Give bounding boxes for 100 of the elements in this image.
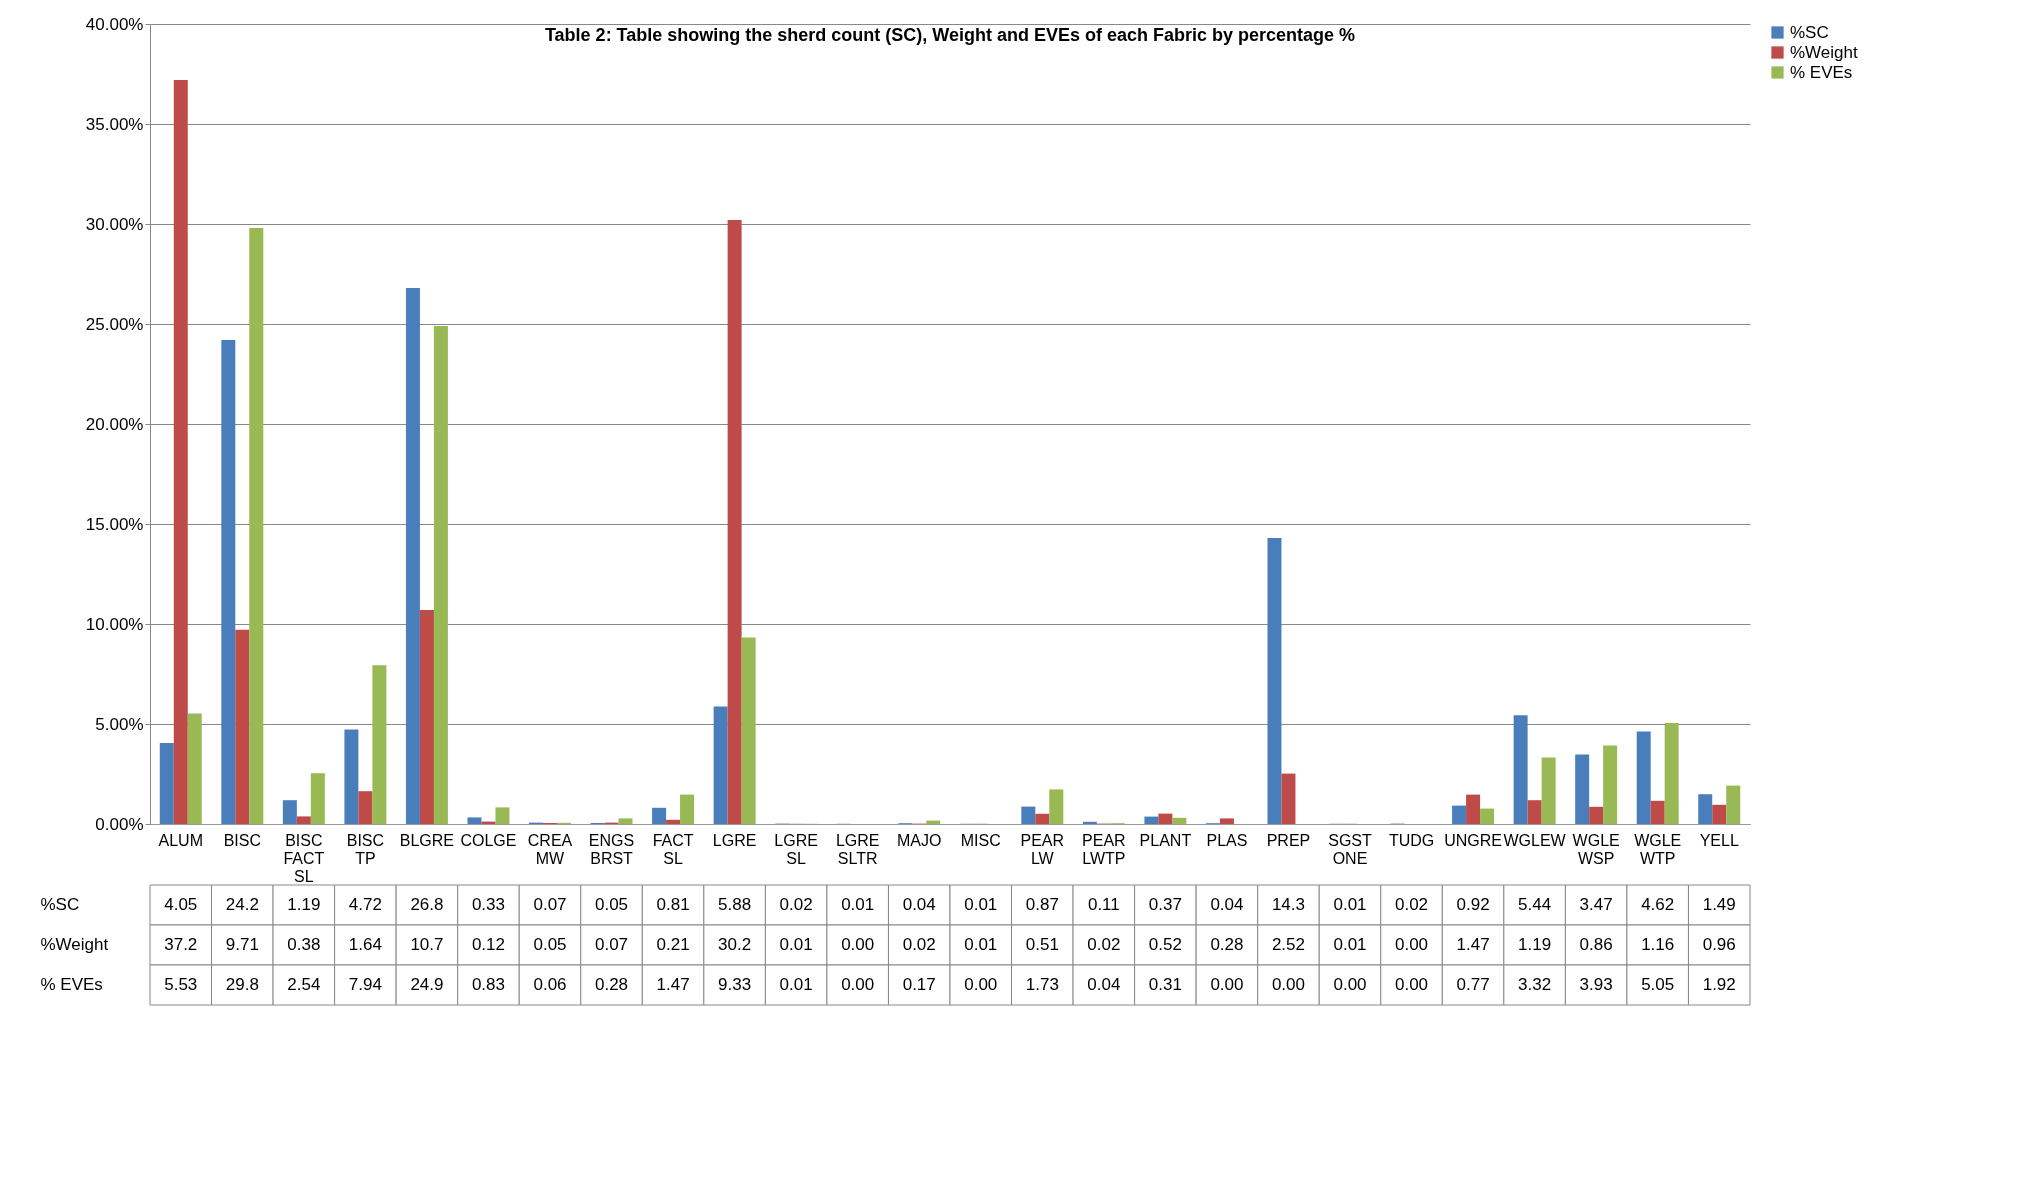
data-label: 3.93	[1579, 975, 1613, 994]
data-label: 0.06	[533, 975, 567, 994]
data-label: 0.33	[471, 895, 506, 914]
bar	[1527, 800, 1542, 824]
bar	[1636, 731, 1651, 824]
data-label: 9.33	[718, 975, 752, 994]
data-label: 5.05	[1641, 975, 1675, 994]
y-tick-label: 0.00%	[95, 814, 144, 834]
data-label: 26.8	[410, 895, 444, 914]
y-tick-label: 40.00%	[85, 14, 144, 34]
x-tick-label: BISC TP	[346, 831, 385, 867]
data-label: 0.01	[1333, 895, 1367, 914]
data-label: 30.2	[718, 935, 752, 954]
data-label: 0.87	[1025, 895, 1059, 914]
data-label: 0.02	[1087, 935, 1121, 954]
x-tick-label: TUDG	[1388, 831, 1435, 849]
data-label: 0.96	[1702, 935, 1736, 954]
chart-title: Table 2: Table showing the sherd count (SC), Weight and EVEs of each Fabric by percentage %	[544, 25, 1356, 45]
data-label: 0.00	[1333, 975, 1367, 994]
bar	[187, 713, 202, 824]
x-tick-label: FACT SL	[652, 831, 694, 867]
data-label: 0.31	[1148, 975, 1182, 994]
bar	[433, 326, 448, 824]
x-tick-label: MAJO	[897, 831, 942, 849]
y-tick-label: 25.00%	[85, 314, 144, 334]
data-label: 0.05	[594, 895, 629, 914]
bar	[372, 665, 387, 824]
data-label: 0.00	[1271, 975, 1306, 994]
data-label: 0.51	[1025, 935, 1059, 954]
text: %Weight	[40, 935, 109, 954]
bar	[1664, 723, 1679, 824]
data-label: 1.47	[656, 975, 690, 994]
bar	[741, 637, 756, 824]
y-tick-label: 20.00%	[85, 414, 144, 434]
data-label: 0.52	[1148, 935, 1182, 954]
data-label: 1.47	[1456, 935, 1490, 954]
data-label: 0.00	[841, 975, 875, 994]
bar	[467, 817, 482, 824]
data-label: 0.07	[533, 895, 567, 914]
x-tick-label: BLGRE	[399, 831, 455, 849]
bar	[1650, 800, 1665, 824]
bar	[1480, 808, 1495, 824]
bar	[1049, 789, 1064, 824]
data-label: 0.38	[287, 935, 321, 954]
data-label: 0.01	[841, 895, 875, 914]
bar	[344, 729, 359, 824]
data-label: 10.7	[410, 935, 444, 954]
data-label: 1.73	[1025, 975, 1059, 994]
data-label: 0.12	[471, 935, 506, 954]
data-label: 0.01	[964, 935, 998, 954]
data-label: 0.04	[1210, 895, 1244, 914]
data-label: 0.83	[471, 975, 506, 994]
x-tick-label: LGRE SLTR	[835, 831, 880, 867]
y-tick-label: 30.00%	[85, 214, 144, 234]
data-label: 0.92	[1456, 895, 1490, 914]
data-label: 1.19	[1518, 935, 1552, 954]
data-label: 0.07	[594, 935, 629, 954]
data-label: 0.01	[779, 975, 813, 994]
data-label: 0.21	[656, 935, 690, 954]
bar	[495, 807, 510, 824]
bar	[159, 743, 174, 824]
bar	[249, 228, 264, 824]
x-tick-label: BISC FACT SL	[283, 831, 325, 885]
bar	[680, 794, 695, 824]
bar	[727, 220, 742, 824]
data-label: 0.11	[1087, 895, 1120, 914]
bar	[1172, 817, 1187, 824]
legend-label: % EVEs	[1790, 62, 1853, 82]
x-tick-label: COLGE	[460, 831, 517, 849]
bar	[1712, 804, 1727, 824]
text: % EVEs	[40, 975, 103, 994]
bar	[1541, 757, 1556, 824]
data-label: 0.17	[902, 975, 936, 994]
data-label: 1.19	[287, 895, 321, 914]
data-label: 14.3	[1271, 895, 1306, 914]
bar	[1021, 806, 1036, 824]
data-label: 4.05	[164, 895, 198, 914]
x-tick-label: CREAMW	[527, 831, 573, 867]
x-tick-label: LGRE SL	[774, 831, 818, 867]
x-tick-label: WGLEWTP	[1634, 831, 1682, 867]
x-tick-label: YELL	[1699, 831, 1739, 849]
data-label: 3.47	[1579, 895, 1613, 914]
x-tick-label: PREP	[1266, 831, 1311, 849]
bar	[1589, 806, 1604, 824]
bar	[1575, 754, 1590, 824]
data-label: 0.00	[964, 975, 998, 994]
data-label: 4.72	[348, 895, 382, 914]
data-label: 1.92	[1702, 975, 1736, 994]
x-tick-label: SGSTONE	[1328, 831, 1373, 867]
data-label: 0.02	[1394, 895, 1429, 914]
y-tick-label: 10.00%	[85, 614, 144, 634]
data-label: 0.77	[1456, 975, 1490, 994]
x-tick-label: PEARLW	[1020, 831, 1065, 867]
data-label: 0.05	[533, 935, 567, 954]
data-label: 0.37	[1148, 895, 1182, 914]
y-tick-label: 15.00%	[85, 514, 144, 534]
data-label: 0.04	[1087, 975, 1121, 994]
bar	[1082, 821, 1097, 824]
x-tick-label: BISC	[223, 831, 261, 849]
data-label: 7.94	[348, 975, 382, 994]
